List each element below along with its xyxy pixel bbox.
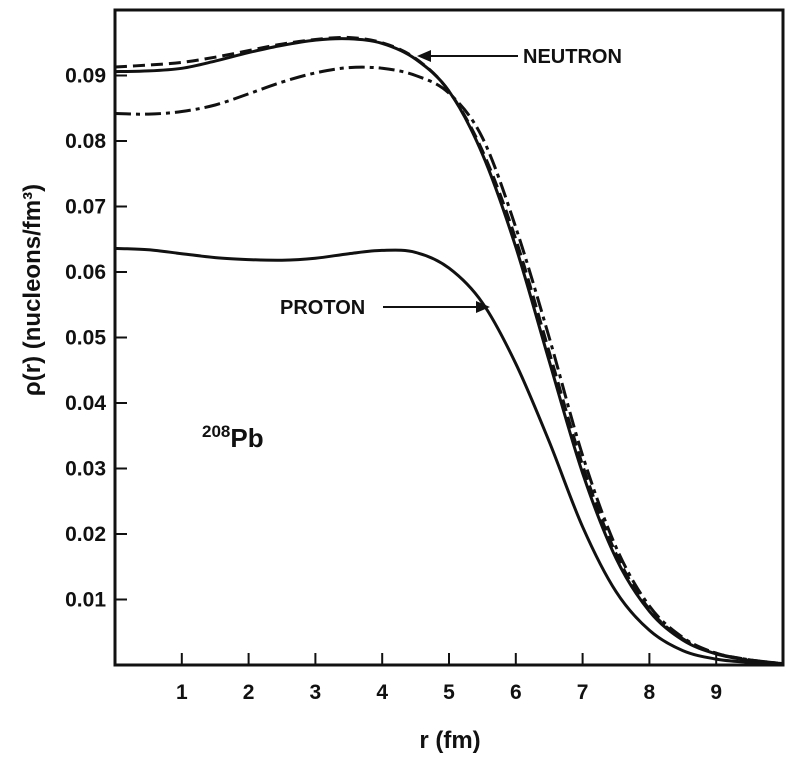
x-tick-label: 8 — [644, 681, 656, 704]
neutron-arrow-head — [417, 50, 431, 62]
y-tick-label: 0.01 — [65, 589, 106, 612]
y-tick-label: 0.04 — [65, 392, 106, 415]
series-neutron-dash-dot-line — [114, 65, 784, 666]
x-tick-label: 3 — [310, 681, 322, 704]
y-tick-label: 0.05 — [65, 327, 106, 350]
x-tick-label: 2 — [243, 681, 255, 704]
y-tick-label: 0.06 — [65, 261, 106, 284]
x-tick-label: 6 — [510, 681, 522, 704]
x-tick-label: 5 — [443, 681, 455, 704]
series-neutron-line — [113, 37, 785, 666]
x-axis-title: r (fm) — [419, 727, 480, 754]
y-tick-label: 0.08 — [65, 130, 106, 153]
series-layer — [113, 35, 785, 666]
annotation-layer: NEUTRON PROTON 208Pb — [202, 46, 622, 453]
proton-label: PROTON — [280, 297, 365, 319]
element-symbol: Pb — [230, 423, 263, 453]
neutron-label: NEUTRON — [523, 46, 622, 68]
series-proton-line — [113, 246, 785, 666]
plot-frame — [113, 8, 785, 667]
x-tick-label: 9 — [710, 681, 722, 704]
x-tick-label: 7 — [577, 681, 589, 704]
y-axis-title: ρ(r) (nucleons/fm³) — [19, 184, 46, 396]
ticks-layer: 1 2 3 4 5 6 7 8 9 0.01 0.02 0.03 0.04 0.05 0.06 0.07 0.0… — [65, 65, 722, 705]
y-tick-label: 0.09 — [65, 65, 106, 88]
y-tick-label: 0.03 — [65, 458, 106, 481]
x-tick-label: 1 — [176, 681, 188, 704]
mass-number: 208 — [202, 422, 230, 441]
y-tick-label: 0.07 — [65, 196, 106, 219]
proton-arrow-head — [476, 301, 490, 313]
x-tick-label: 4 — [376, 681, 388, 704]
series-neutron-dashed-line — [114, 35, 784, 666]
nucleus-label: 208Pb — [202, 422, 264, 453]
y-tick-label: 0.02 — [65, 523, 106, 546]
